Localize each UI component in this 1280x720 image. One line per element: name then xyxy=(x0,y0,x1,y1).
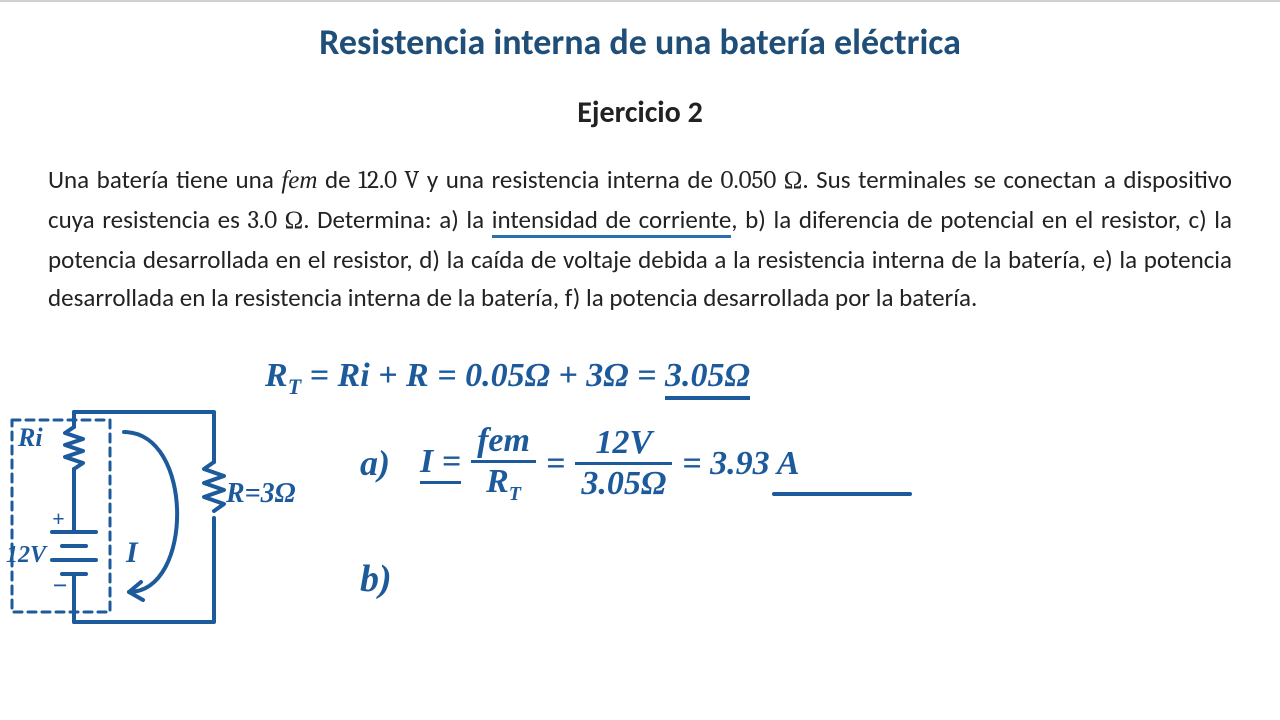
text: de xyxy=(317,164,358,195)
a-frac-12v: 12V 3.05Ω xyxy=(575,426,672,501)
value-3ohm: 3.0 Ω xyxy=(248,206,304,235)
circuit-v-label: 12V xyxy=(6,542,48,568)
circuit-r-label: R=3Ω xyxy=(225,478,296,509)
rt-answer: 3.05Ω xyxy=(665,357,750,400)
circuit-plus: + xyxy=(52,506,65,531)
hand-a-equation: I = fem RT = 12V 3.05Ω = 3.93 A xyxy=(420,424,800,504)
exercise-subtitle: Ejercicio 2 xyxy=(0,94,1280,131)
text: y una resistencia interna de xyxy=(419,164,720,195)
problem-statement: Una batería tiene una fem de 12.0 V y un… xyxy=(48,161,1232,318)
circuit-i-label: I xyxy=(125,536,139,569)
text: Una batería tiene una xyxy=(48,164,281,195)
value-0050: 0.050 Ω xyxy=(721,166,803,195)
a-12v: 12V xyxy=(575,426,672,465)
rt-R: R xyxy=(265,357,288,394)
hand-b-label: b) xyxy=(360,557,392,601)
a-answer: = 3.93 A xyxy=(682,445,799,483)
circuit-minus: − xyxy=(52,571,68,600)
a-rt-den: RT xyxy=(471,463,536,504)
hand-rt-equation: RT = Ri + R = 0.05Ω + 3Ω = 3.05Ω xyxy=(265,357,750,400)
a-I: I = xyxy=(420,443,461,484)
a-answer-underline xyxy=(772,492,912,496)
rt-sub: T xyxy=(288,374,301,399)
a-305: 3.05Ω xyxy=(575,465,672,501)
text: . Determina: a) la xyxy=(303,204,492,235)
page-title: Resistencia interna de una batería eléct… xyxy=(0,20,1280,64)
circuit-ri-label: Ri xyxy=(17,423,43,452)
circuit-diagram: Ri 12V + − I R=3Ω xyxy=(4,402,334,652)
rt-rest: = Ri + R = 0.05Ω + 3Ω = xyxy=(310,357,665,394)
hand-a-label: a) xyxy=(360,442,390,484)
a-eq2: = xyxy=(546,445,565,483)
a-frac-fem: fem RT xyxy=(471,424,536,504)
a-fem-num: fem xyxy=(471,424,536,463)
value-12v: 12.0 V xyxy=(358,166,419,195)
underlined-phrase: intensidad de corriente xyxy=(492,204,732,238)
fem-var: fem xyxy=(281,167,317,194)
